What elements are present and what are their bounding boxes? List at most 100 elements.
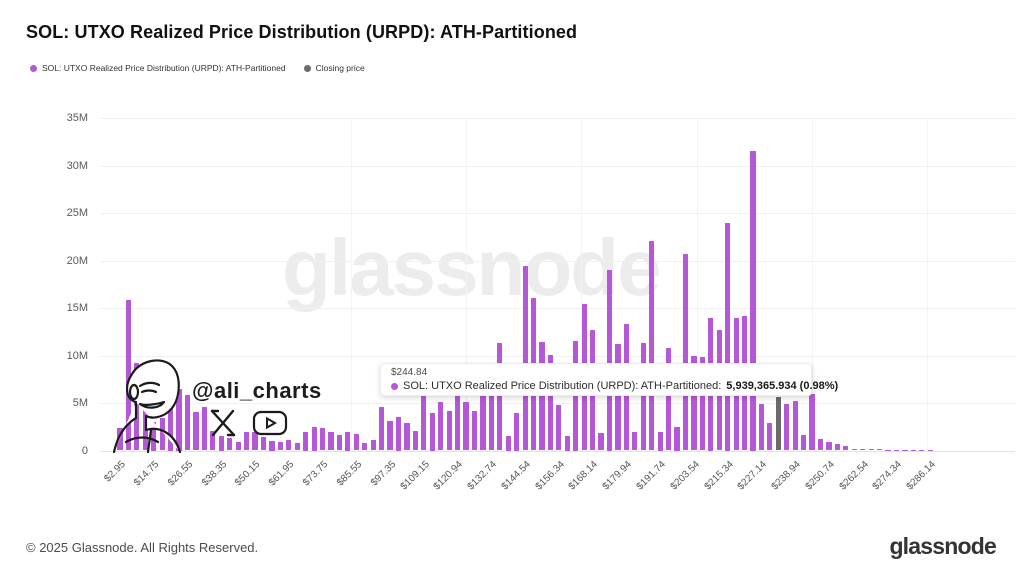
urpd-bar[interactable] — [615, 344, 621, 451]
urpd-bar[interactable] — [826, 441, 832, 451]
urpd-bar[interactable] — [640, 343, 646, 451]
urpd-bar[interactable] — [362, 442, 368, 451]
urpd-bar[interactable] — [336, 435, 343, 451]
legend-item-closing-price[interactable]: Closing price — [303, 63, 365, 73]
urpd-bar[interactable] — [210, 430, 216, 451]
urpd-bar[interactable] — [303, 431, 309, 451]
urpd-bar[interactable] — [218, 436, 224, 451]
urpd-bar[interactable] — [353, 434, 359, 451]
chart-legend: SOL: UTXO Realized Price Distribution (U… — [30, 63, 365, 73]
urpd-bar[interactable] — [877, 449, 883, 451]
urpd-bar[interactable] — [632, 432, 638, 451]
urpd-bar[interactable] — [176, 388, 182, 451]
urpd-bar[interactable] — [370, 440, 376, 451]
urpd-bar[interactable] — [758, 403, 765, 451]
x-axis-label: $38.35 — [199, 459, 230, 489]
x-axis-label: $14.75 — [132, 459, 162, 489]
urpd-bar[interactable] — [125, 300, 132, 451]
urpd-bar[interactable] — [657, 431, 663, 451]
x-axis-label: $144.54 — [499, 459, 533, 493]
urpd-bar[interactable] — [159, 418, 165, 451]
urpd-bar[interactable] — [860, 449, 866, 451]
urpd-bar[interactable] — [395, 417, 402, 451]
urpd-bar[interactable] — [345, 431, 351, 451]
urpd-bar[interactable] — [522, 266, 528, 451]
urpd-bar[interactable] — [429, 412, 435, 451]
urpd-bar[interactable] — [446, 410, 452, 451]
urpd-bar[interactable] — [488, 395, 494, 451]
urpd-bar[interactable] — [809, 394, 815, 451]
urpd-bar[interactable] — [260, 437, 267, 451]
urpd-bar[interactable] — [117, 427, 123, 451]
urpd-bar[interactable] — [792, 401, 798, 451]
youtube-logo-icon — [252, 410, 288, 436]
urpd-bar[interactable] — [497, 343, 503, 451]
urpd-bar[interactable] — [151, 422, 157, 451]
urpd-bar[interactable] — [927, 449, 933, 451]
urpd-bar[interactable] — [277, 441, 283, 451]
urpd-bar[interactable] — [851, 448, 857, 451]
urpd-bar[interactable] — [784, 403, 790, 451]
urpd-bar[interactable] — [919, 449, 925, 451]
urpd-bar[interactable] — [471, 410, 478, 451]
urpd-bar[interactable] — [902, 449, 908, 451]
gridline — [100, 450, 1015, 452]
closing-price-bar[interactable] — [775, 397, 781, 451]
urpd-bar[interactable] — [311, 426, 317, 451]
urpd-bar[interactable] — [699, 357, 705, 451]
urpd-bar[interactable] — [328, 432, 334, 451]
urpd-bar[interactable] — [885, 449, 891, 451]
urpd-bar[interactable] — [294, 442, 300, 451]
urpd-bar[interactable] — [547, 354, 554, 451]
x-axis-label: $274.34 — [870, 459, 905, 493]
urpd-bar[interactable] — [910, 449, 916, 451]
urpd-bar[interactable] — [227, 438, 233, 451]
urpd-bar[interactable] — [606, 270, 613, 451]
urpd-bar[interactable] — [269, 441, 275, 451]
urpd-bar[interactable] — [767, 422, 773, 451]
urpd-bar[interactable] — [244, 432, 250, 451]
urpd-bar[interactable] — [505, 436, 511, 451]
urpd-bar[interactable] — [674, 426, 680, 451]
urpd-bar[interactable] — [750, 151, 756, 451]
urpd-bar[interactable] — [387, 421, 393, 451]
urpd-bar[interactable] — [691, 356, 697, 451]
urpd-bar[interactable] — [412, 430, 418, 451]
urpd-bar[interactable] — [893, 449, 900, 451]
gridline — [100, 260, 1015, 262]
urpd-bar[interactable] — [286, 440, 292, 451]
urpd-bar[interactable] — [252, 432, 258, 451]
copyright-text: © 2025 Glassnode. All Rights Reserved. — [26, 540, 259, 555]
x-axis-label: $120.94 — [432, 459, 466, 493]
urpd-bar[interactable] — [201, 406, 207, 451]
urpd-bar[interactable] — [868, 449, 874, 451]
urpd-bar[interactable] — [666, 347, 672, 451]
urpd-bar[interactable] — [682, 253, 689, 451]
urpd-bar[interactable] — [834, 443, 840, 451]
urpd-bar[interactable] — [193, 411, 199, 451]
urpd-bar[interactable] — [319, 427, 326, 451]
urpd-bar[interactable] — [438, 402, 444, 451]
urpd-bar[interactable] — [564, 436, 570, 451]
urpd-bar[interactable] — [480, 395, 486, 451]
x-axis-label: $179.94 — [600, 459, 635, 493]
urpd-bar[interactable] — [539, 342, 545, 451]
urpd-bar[interactable] — [843, 446, 849, 451]
urpd-bar[interactable] — [404, 422, 410, 451]
urpd-bar[interactable] — [556, 404, 562, 451]
urpd-bar[interactable] — [455, 395, 461, 451]
tooltip-series-dot-icon — [391, 383, 398, 390]
x-axis-label: $109.15 — [398, 459, 432, 493]
urpd-bar[interactable] — [649, 240, 655, 451]
urpd-bar[interactable] — [598, 433, 604, 451]
urpd-bar[interactable] — [379, 406, 385, 451]
urpd-bar[interactable] — [514, 412, 520, 451]
urpd-bar[interactable] — [463, 402, 469, 451]
urpd-bar[interactable] — [725, 222, 731, 451]
urpd-bar[interactable] — [817, 439, 824, 451]
urpd-bar[interactable] — [184, 395, 191, 451]
urpd-bar[interactable] — [421, 395, 427, 451]
legend-item-urpd[interactable]: SOL: UTXO Realized Price Distribution (U… — [30, 63, 286, 73]
urpd-bar[interactable] — [801, 435, 807, 451]
urpd-bar[interactable] — [235, 441, 241, 451]
